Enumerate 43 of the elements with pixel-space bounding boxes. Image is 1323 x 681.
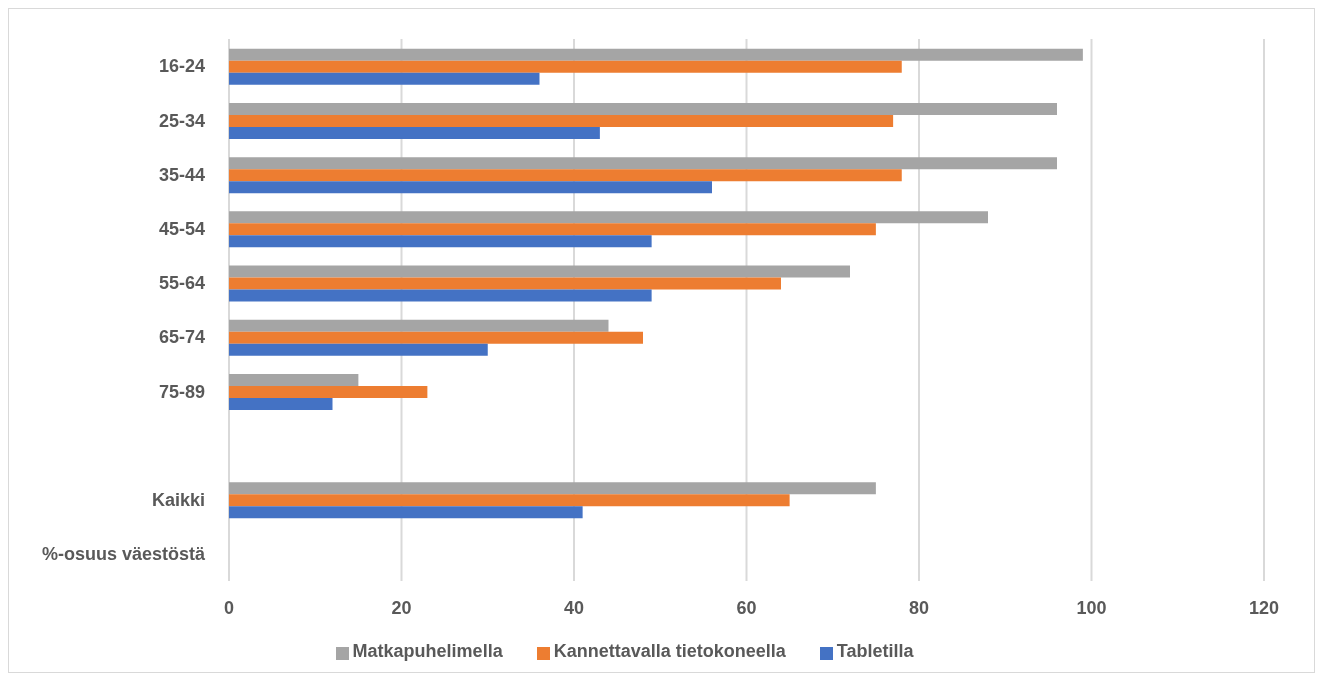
legend-label: Tabletilla (836, 641, 914, 661)
bar (229, 211, 988, 224)
y-tick-label: 75-89 (158, 381, 205, 402)
y-tick-label: Kaikki (151, 490, 205, 511)
bar (229, 223, 876, 236)
bar (229, 60, 902, 73)
x-tick-label: 60 (736, 597, 757, 618)
y-tick-label: 16-24 (158, 56, 205, 77)
y-tick-label: 45-54 (158, 219, 205, 240)
bar (229, 102, 1057, 115)
bar (229, 48, 1083, 61)
x-tick-label: 80 (908, 597, 930, 618)
x-tick-label: 120 (1248, 597, 1280, 618)
y-tick-label: 35-44 (158, 164, 205, 185)
legend-label: Matkapuhelimella (352, 641, 503, 661)
bar (229, 277, 781, 290)
bar (229, 157, 1057, 170)
legend-label: Kannettavalla tietokoneella (553, 641, 786, 661)
x-tick-label: 20 (391, 597, 412, 618)
bar (229, 385, 428, 398)
y-tick-label: 65-74 (158, 327, 205, 348)
x-tick-label: 0 (223, 597, 235, 618)
bar (229, 169, 902, 182)
bar (229, 373, 359, 386)
bar (229, 482, 876, 495)
bar (229, 265, 850, 278)
bar (229, 181, 712, 194)
bar (229, 289, 652, 302)
bar (229, 319, 609, 332)
bar (229, 72, 540, 85)
bar (229, 126, 600, 139)
bar (229, 343, 488, 356)
bar (229, 397, 333, 410)
bar (229, 235, 652, 248)
y-tick-label: %-osuus väestöstä (41, 544, 206, 565)
bar (229, 331, 643, 344)
bar (229, 114, 894, 127)
x-tick-label: 100 (1076, 597, 1107, 618)
bar (229, 494, 790, 507)
x-tick-label: 40 (563, 597, 585, 618)
y-tick-label: 55-64 (158, 273, 205, 294)
y-tick-label: 25-34 (158, 110, 205, 131)
bar (229, 506, 583, 519)
